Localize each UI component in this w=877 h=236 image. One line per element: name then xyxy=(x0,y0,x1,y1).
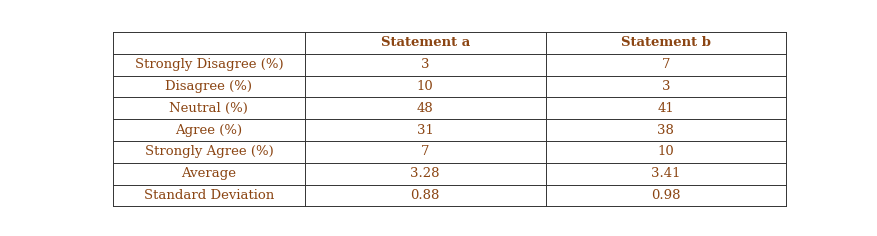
Text: 7: 7 xyxy=(661,58,670,71)
Text: Statement b: Statement b xyxy=(621,36,710,49)
Text: Neutral (%): Neutral (%) xyxy=(169,102,248,115)
Text: 38: 38 xyxy=(658,124,674,137)
Text: 10: 10 xyxy=(417,80,433,93)
Text: 3.41: 3.41 xyxy=(651,167,681,180)
Text: 41: 41 xyxy=(658,102,674,115)
Text: 3.28: 3.28 xyxy=(410,167,440,180)
Text: Disagree (%): Disagree (%) xyxy=(166,80,253,93)
Text: Strongly Agree (%): Strongly Agree (%) xyxy=(145,145,274,158)
Text: 31: 31 xyxy=(417,124,433,137)
Text: 48: 48 xyxy=(417,102,433,115)
Text: 10: 10 xyxy=(658,145,674,158)
Text: Standard Deviation: Standard Deviation xyxy=(144,189,274,202)
Text: 3: 3 xyxy=(421,58,430,71)
Text: 0.88: 0.88 xyxy=(410,189,440,202)
Text: Statement a: Statement a xyxy=(381,36,470,49)
Text: Agree (%): Agree (%) xyxy=(175,124,242,137)
Text: Average: Average xyxy=(182,167,237,180)
Text: Strongly Disagree (%): Strongly Disagree (%) xyxy=(134,58,283,71)
Text: 7: 7 xyxy=(421,145,430,158)
Text: 0.98: 0.98 xyxy=(651,189,681,202)
Text: 3: 3 xyxy=(661,80,670,93)
